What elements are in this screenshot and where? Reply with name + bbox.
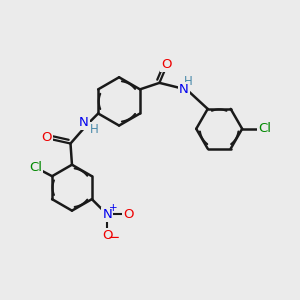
Text: O: O [161, 58, 171, 70]
Text: H: H [90, 123, 98, 136]
Text: O: O [41, 131, 52, 144]
Text: Cl: Cl [29, 161, 42, 174]
Text: Cl: Cl [258, 122, 271, 135]
Text: N: N [79, 116, 89, 129]
Text: N: N [102, 208, 112, 221]
Text: H: H [184, 75, 193, 88]
Text: O: O [123, 208, 134, 221]
Text: O: O [102, 230, 112, 242]
Text: −: − [107, 230, 120, 245]
Text: N: N [179, 83, 189, 96]
Text: +: + [109, 203, 118, 213]
